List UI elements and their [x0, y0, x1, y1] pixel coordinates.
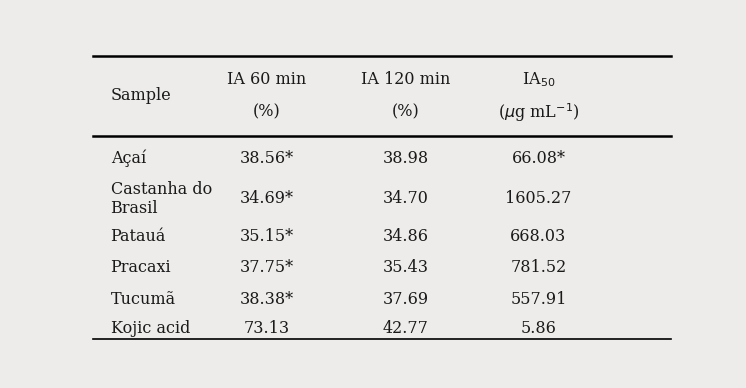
Text: 1605.27: 1605.27 [505, 191, 571, 208]
Text: 5.86: 5.86 [521, 320, 557, 338]
Text: 37.69: 37.69 [383, 291, 428, 308]
Text: Sample: Sample [110, 87, 172, 104]
Text: 557.91: 557.91 [510, 291, 567, 308]
Text: (%): (%) [392, 104, 419, 121]
Text: IA 60 min: IA 60 min [227, 71, 307, 88]
Text: Açaí: Açaí [110, 150, 146, 167]
Text: Castanha do
Brasil: Castanha do Brasil [110, 181, 212, 217]
Text: 42.77: 42.77 [383, 320, 428, 338]
Text: 73.13: 73.13 [244, 320, 289, 338]
Text: 66.08*: 66.08* [512, 150, 565, 167]
Text: 38.56*: 38.56* [239, 150, 294, 167]
Text: Pracaxi: Pracaxi [110, 259, 172, 276]
Text: ($\mu$g mL$^{-1}$): ($\mu$g mL$^{-1}$) [498, 101, 579, 124]
Text: (%): (%) [253, 104, 280, 121]
Text: 35.15*: 35.15* [239, 228, 294, 245]
Text: IA 120 min: IA 120 min [361, 71, 450, 88]
Text: Patauá: Patauá [110, 228, 166, 245]
Text: Tucumã: Tucumã [110, 291, 176, 308]
Text: 34.70: 34.70 [383, 191, 428, 208]
Text: 38.38*: 38.38* [239, 291, 294, 308]
Text: 34.86: 34.86 [383, 228, 428, 245]
Text: 781.52: 781.52 [510, 259, 566, 276]
Text: 668.03: 668.03 [510, 228, 566, 245]
Text: 34.69*: 34.69* [239, 191, 294, 208]
Text: Kojic acid: Kojic acid [110, 320, 190, 338]
Text: 38.98: 38.98 [383, 150, 428, 167]
Text: 37.75*: 37.75* [239, 259, 294, 276]
Text: IA$_{50}$: IA$_{50}$ [521, 70, 555, 89]
Text: 35.43: 35.43 [383, 259, 428, 276]
